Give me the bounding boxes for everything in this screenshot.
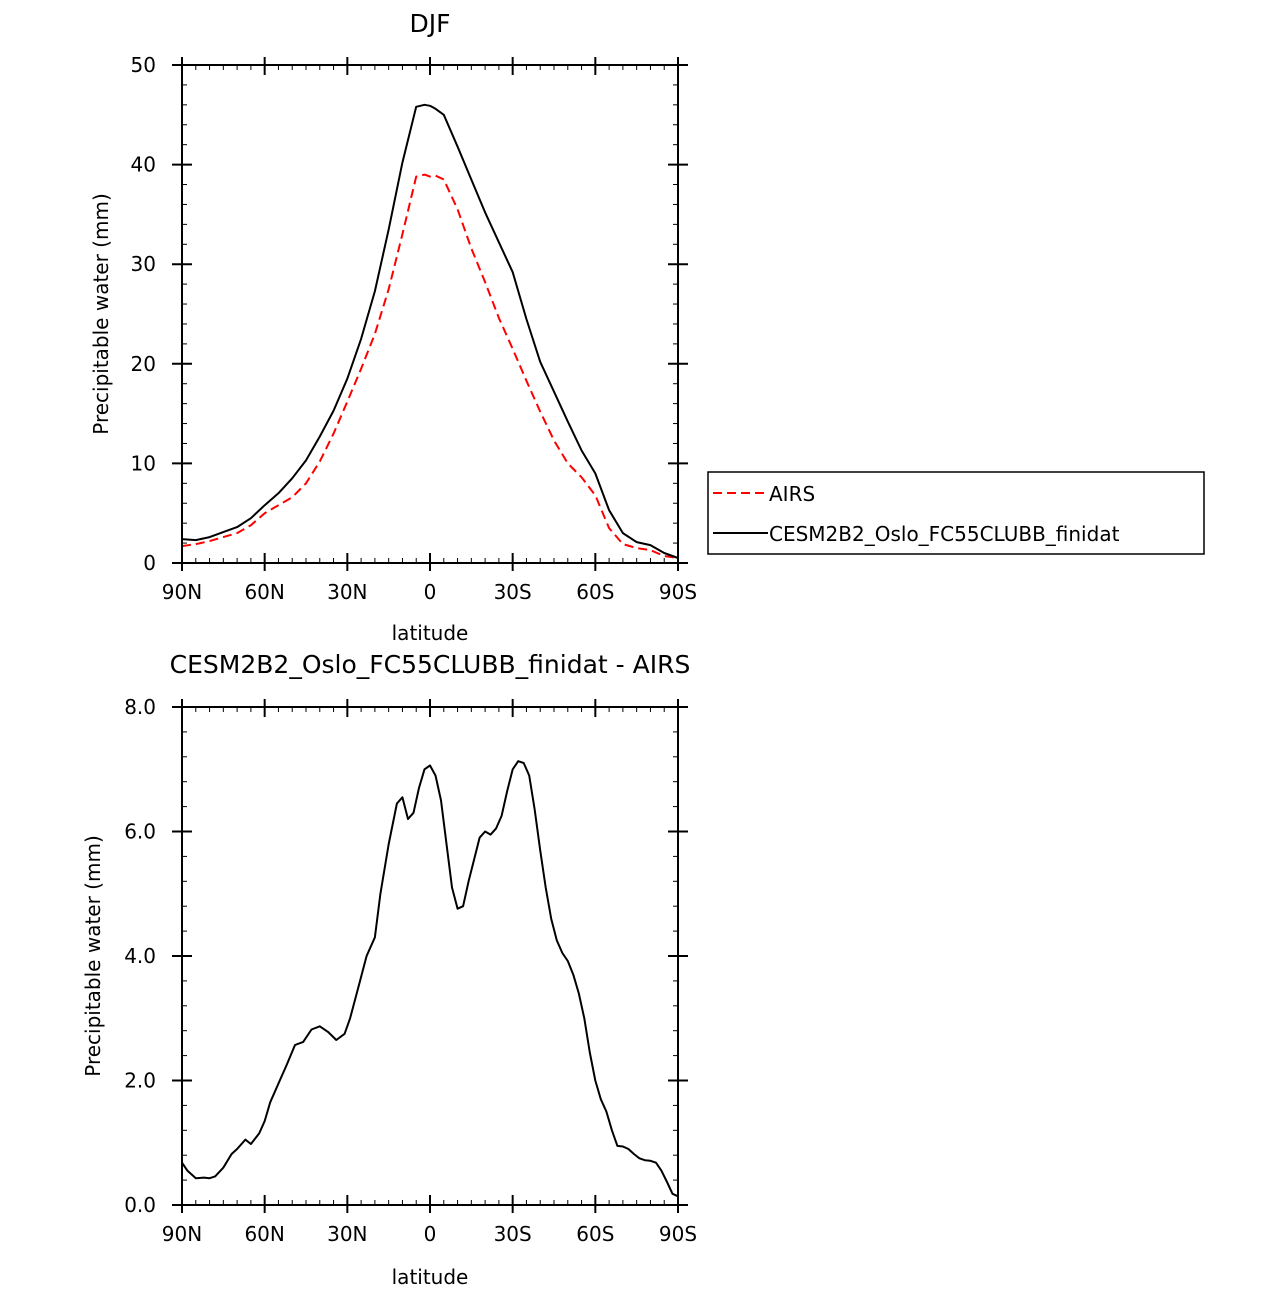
x-tick-label: 0: [424, 1222, 437, 1246]
y-tick-label: 4.0: [124, 944, 156, 968]
legend-box: [707, 471, 1205, 555]
chart-djf: DJF 90N 60N 30N 0 30S 60S 90S 0 10 20 30 40 50 latit…: [89, 9, 697, 645]
x-tick-label: 60S: [576, 1222, 614, 1246]
axis-ticks: [172, 699, 688, 1213]
x-tick-label: 90S: [659, 580, 697, 604]
x-tick-label: 90N: [162, 1222, 202, 1246]
plot-frame: [181, 706, 679, 1206]
series-line-0: [181, 760, 679, 1198]
y-tick-label: 8.0: [124, 695, 156, 719]
plot-frame: [181, 64, 679, 564]
series-layer: [181, 103, 679, 559]
series-layer: [181, 760, 679, 1198]
x-tick-label: 90S: [659, 1222, 697, 1246]
x-axis-label: latitude: [392, 621, 469, 645]
y-tick-label: 20: [131, 352, 156, 376]
y-tick-label: 0.0: [124, 1193, 156, 1217]
x-tick-label: 60N: [244, 1222, 284, 1246]
x-tick-label: 30N: [327, 1222, 367, 1246]
x-tick-label: 30S: [494, 580, 532, 604]
chart-title: DJF: [409, 9, 450, 38]
chart-difference: CESM2B2_Oslo_FC55CLUBB_finidat - AIRS 90…: [81, 650, 697, 1289]
chart-title: CESM2B2_Oslo_FC55CLUBB_finidat - AIRS: [170, 650, 691, 679]
x-tick-label: 60N: [244, 580, 284, 604]
y-axis-label: Precipitable water (mm): [81, 835, 105, 1077]
x-tick-label: 0: [424, 580, 437, 604]
tick-labels: 90N 60N 30N 0 30S 60S 90S 0.0 2.0 4.0 6.0 8.0: [124, 695, 697, 1246]
series-line-1: [181, 103, 679, 559]
y-tick-label: 30: [131, 252, 156, 276]
x-tick-label: 30S: [494, 1222, 532, 1246]
y-axis-label: Precipitable water (mm): [89, 193, 113, 435]
y-tick-label: 2.0: [124, 1069, 156, 1093]
legend-label-cesm: CESM2B2_Oslo_FC55CLUBB_finidat: [769, 522, 1120, 546]
x-tick-label: 60S: [576, 580, 614, 604]
tick-labels: 90N 60N 30N 0 30S 60S 90S 0 10 20 30 40 50: [131, 53, 698, 604]
y-tick-label: 0: [143, 551, 156, 575]
y-tick-label: 10: [131, 451, 156, 475]
axis-ticks: [172, 57, 688, 571]
x-axis-label: latitude: [392, 1265, 469, 1289]
series-line-0: [181, 173, 679, 559]
x-tick-label: 30N: [327, 580, 367, 604]
x-tick-label: 90N: [162, 580, 202, 604]
y-tick-label: 50: [131, 53, 156, 77]
legend: AIRS CESM2B2_Oslo_FC55CLUBB_finidat: [707, 471, 1205, 555]
y-tick-label: 40: [131, 153, 156, 177]
legend-label-airs: AIRS: [769, 482, 815, 506]
y-tick-label: 6.0: [124, 820, 156, 844]
